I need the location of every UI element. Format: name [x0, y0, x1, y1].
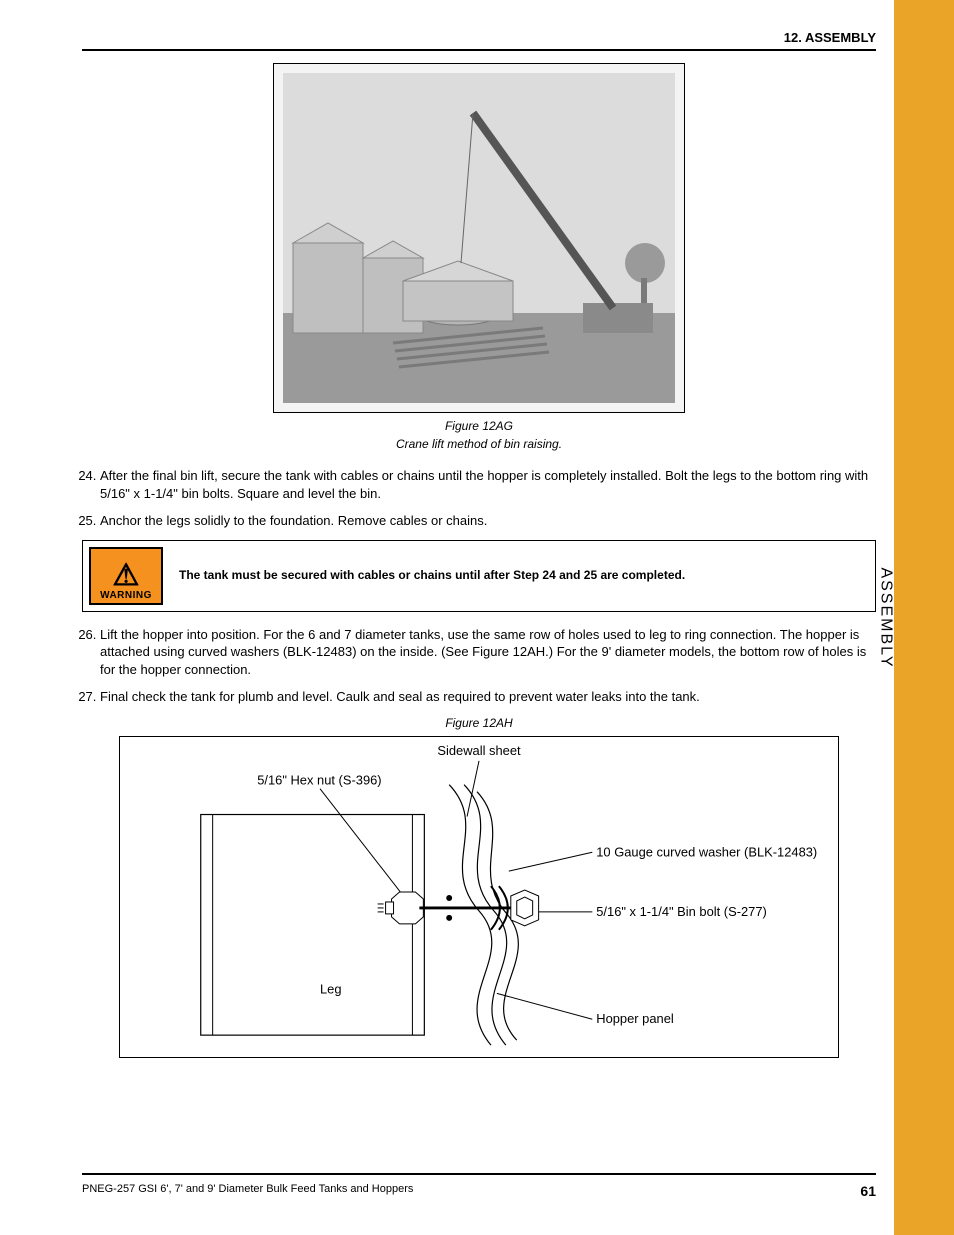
step-24: After the final bin lift, secure the tan… [100, 467, 876, 502]
label-washer: 10 Gauge curved washer (BLK-12483) [596, 844, 817, 859]
header-rule [82, 49, 876, 51]
label-sidewall: Sidewall sheet [437, 743, 521, 758]
step-26: Lift the hopper into position. For the 6… [100, 626, 876, 679]
warning-icon: ⚠ WARNING [89, 547, 163, 605]
side-accent-bar: ASSEMBLY [894, 0, 954, 1235]
page-number: 61 [860, 1183, 876, 1199]
warning-text: The tank must be secured with cables or … [179, 568, 685, 584]
step-27: Final check the tank for plumb and level… [100, 688, 876, 706]
bolt-diagram: Sidewall sheet 5/16" Hex nut (S-396) 10 … [120, 737, 838, 1057]
warning-box: ⚠ WARNING The tank must be secured with … [82, 540, 876, 612]
warning-label: WARNING [100, 590, 152, 601]
diagram-frame: Sidewall sheet 5/16" Hex nut (S-396) 10 … [119, 736, 839, 1058]
warning-triangle-icon: ⚠ [113, 562, 140, 590]
photo-frame [273, 63, 685, 413]
figure-label-a: Figure 12AG [82, 419, 876, 433]
figure-caption-a: Crane lift method of bin raising. [82, 437, 876, 451]
steps-list-a: After the final bin lift, secure the tan… [82, 467, 876, 530]
label-bolt: 5/16" x 1-1/4" Bin bolt (S-277) [596, 904, 767, 919]
footer-left: PNEG-257 GSI 6', 7' and 9' Diameter Bulk… [82, 1183, 413, 1199]
step-25: Anchor the legs solidly to the foundatio… [100, 512, 876, 530]
footer: PNEG-257 GSI 6', 7' and 9' Diameter Bulk… [82, 1155, 876, 1199]
page: ASSEMBLY 12. ASSEMBLY [0, 0, 954, 1235]
label-leg: Leg [320, 981, 342, 996]
label-hopper: Hopper panel [596, 1011, 674, 1026]
section-header: 12. ASSEMBLY [82, 30, 876, 45]
label-hexnut: 5/16" Hex nut (S-396) [257, 773, 381, 788]
content-area: 12. ASSEMBLY [82, 30, 876, 1058]
gasket-dot [446, 915, 452, 921]
gasket-dot [446, 895, 452, 901]
side-text: ASSEMBLY [876, 567, 894, 668]
steps-list-b: Lift the hopper into position. For the 6… [82, 626, 876, 706]
footer-rule [82, 1173, 876, 1175]
figure-label-b: Figure 12AH [82, 716, 876, 730]
crane-photo-placeholder [283, 73, 675, 403]
